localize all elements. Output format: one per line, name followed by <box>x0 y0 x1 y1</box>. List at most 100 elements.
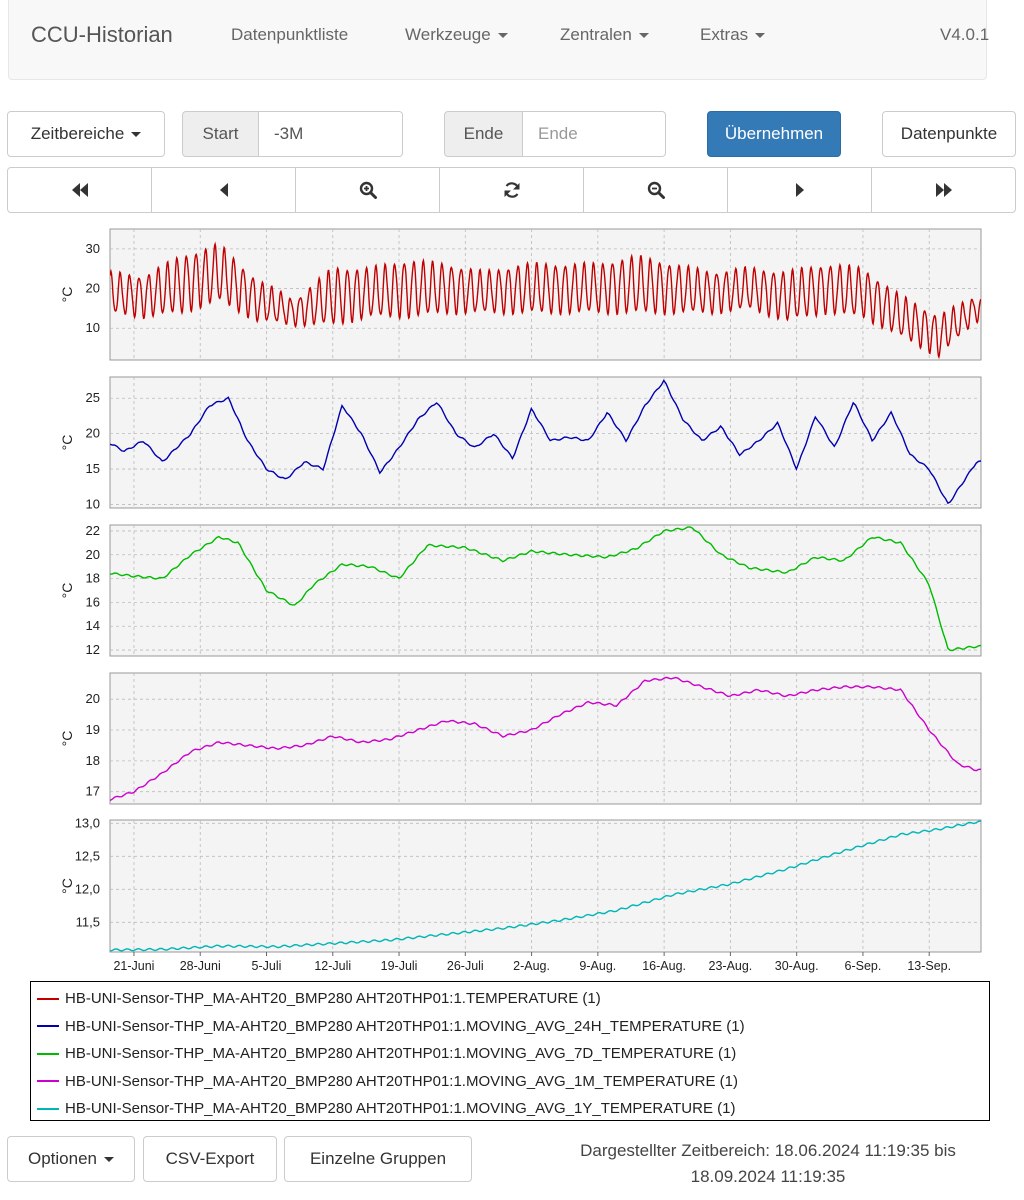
x-tick-label: 2-Aug. <box>513 959 550 973</box>
y-axis-label: °C <box>59 731 75 747</box>
chart-panel-4: 17 18 19 20 °C <box>59 672 982 805</box>
step-forward-icon <box>795 183 804 197</box>
einzelne-gruppen-button[interactable]: Einzelne Gruppen <box>284 1136 472 1182</box>
start-input[interactable]: -3M <box>259 111 403 157</box>
refresh-icon <box>504 182 519 198</box>
legend-entry[interactable]: HB-UNI-Sensor-THP_MA-AHT20_BMP280 AHT20T… <box>31 1068 989 1096</box>
x-tick-label: 5-Juli <box>252 959 282 973</box>
legend-entry[interactable]: HB-UNI-Sensor-THP_MA-AHT20_BMP280 AHT20T… <box>31 1040 989 1068</box>
ende-input[interactable]: Ende <box>523 111 666 157</box>
x-tick-label: 6-Sep. <box>845 959 882 973</box>
y-axis-label: °C <box>59 878 75 894</box>
legend-label: HB-UNI-Sensor-THP_MA-AHT20_BMP280 AHT20T… <box>65 1045 737 1063</box>
x-tick-label: 19-Juli <box>381 959 418 973</box>
legend-line-swatch <box>37 1052 59 1055</box>
chart-panel-5: 11,5 12,0 12,5 13,0 °C <box>59 815 982 953</box>
series-line <box>110 676 981 802</box>
plot-area <box>109 376 982 509</box>
y-tick-label: 14 <box>86 618 100 633</box>
caret-down-icon <box>497 33 508 39</box>
fast-backward-button[interactable] <box>7 167 152 213</box>
fast-forward-icon <box>935 183 952 197</box>
zoom-in-icon <box>359 181 377 199</box>
brand-link[interactable]: CCU-Historian <box>31 22 173 47</box>
y-tick-label: 16 <box>86 594 100 609</box>
x-tick-label: 12-Juli <box>314 959 351 973</box>
zeitbereiche-dropdown-button[interactable]: Zeitbereiche <box>7 111 165 157</box>
y-tick-label: 22 <box>86 523 100 538</box>
y-tick-label: 15 <box>86 461 100 476</box>
y-tick-label: 20 <box>86 281 100 296</box>
optionen-dropdown-button[interactable]: Optionen <box>7 1136 135 1182</box>
csv-export-button[interactable]: CSV-Export <box>143 1136 277 1182</box>
temperature-charts[interactable]: 10 20 30 °C 10 15 20 25 °C 12 14 16 18 20 22 °C 17 18 19 20… <box>0 0 1024 980</box>
ende-label: Ende <box>444 111 523 157</box>
nav-extras-dropdown[interactable]: Extras <box>700 25 766 45</box>
chart-panel-1: 10 20 30 °C <box>59 228 982 361</box>
y-tick-label: 20 <box>86 547 100 562</box>
legend-entry[interactable]: HB-UNI-Sensor-THP_MA-AHT20_BMP280 AHT20T… <box>31 1013 989 1041</box>
apply-button[interactable]: Übernehmen <box>707 111 841 157</box>
y-tick-label: 12,5 <box>75 848 100 863</box>
x-tick-label: 21-Juni <box>113 959 154 973</box>
series-line <box>110 241 981 360</box>
nav-zentralen-dropdown[interactable]: Zentralen <box>560 25 649 45</box>
series-line <box>110 526 981 652</box>
y-tick-label: 20 <box>86 426 100 441</box>
x-tick-label: 26-Juli <box>447 959 484 973</box>
x-tick-label: 9-Aug. <box>579 959 616 973</box>
legend-line-swatch <box>37 1107 59 1110</box>
y-tick-label: 18 <box>86 753 100 768</box>
x-tick-label: 23-Aug. <box>709 959 753 973</box>
y-tick-label: 10 <box>86 496 100 511</box>
version-label: V4.0.1 <box>940 25 990 44</box>
navbar: CCU-Historian Datenpunktliste Werkzeuge … <box>8 0 990 80</box>
chart-panel-3: 12 14 16 18 20 22 °C <box>59 523 982 657</box>
y-tick-label: 10 <box>86 320 100 335</box>
chart-legend: HB-UNI-Sensor-THP_MA-AHT20_BMP280 AHT20T… <box>30 981 990 1121</box>
y-tick-label: 17 <box>86 784 100 799</box>
fast-forward-button[interactable] <box>871 167 1016 213</box>
legend-line-swatch <box>37 997 59 1000</box>
legend-label: HB-UNI-Sensor-THP_MA-AHT20_BMP280 AHT20T… <box>65 1072 738 1090</box>
legend-label: HB-UNI-Sensor-THP_MA-AHT20_BMP280 AHT20T… <box>65 1100 736 1118</box>
step-backward-icon <box>219 183 228 197</box>
x-tick-label: 30-Aug. <box>775 959 819 973</box>
legend-entry[interactable]: HB-UNI-Sensor-THP_MA-AHT20_BMP280 AHT20T… <box>31 985 989 1013</box>
legend-entry[interactable]: HB-UNI-Sensor-THP_MA-AHT20_BMP280 AHT20T… <box>31 1095 989 1123</box>
y-tick-label: 13,0 <box>75 815 100 830</box>
time-range-status: Dargestellter Zeitbereich: 18.06.2024 11… <box>548 1138 988 1190</box>
plot-area <box>109 819 982 953</box>
zoom-out-icon <box>647 181 665 199</box>
caret-down-icon <box>755 33 766 39</box>
y-tick-label: 19 <box>86 722 100 737</box>
legend-line-swatch <box>37 1080 59 1083</box>
x-tick-label: 13-Sep. <box>907 959 951 973</box>
y-tick-label: 11,5 <box>76 914 100 929</box>
ende-input-group: Ende Ende <box>444 111 666 157</box>
series-line <box>110 379 981 505</box>
plot-area <box>109 672 982 805</box>
legend-line-swatch <box>37 1025 59 1028</box>
y-tick-label: 25 <box>86 390 100 405</box>
step-forward-button[interactable] <box>727 167 872 213</box>
step-backward-button[interactable] <box>151 167 296 213</box>
x-tick-label: 16-Aug. <box>642 959 686 973</box>
y-tick-label: 18 <box>86 571 100 586</box>
plot-area <box>109 524 982 657</box>
nav-werkzeuge-dropdown[interactable]: Werkzeuge <box>405 25 508 45</box>
status-line-1: Dargestellter Zeitbereich: 18.06.2024 11… <box>580 1141 956 1160</box>
zoom-out-button[interactable] <box>583 167 728 213</box>
zoom-in-button[interactable] <box>295 167 440 213</box>
chart-panel-2: 10 15 20 25 °C <box>59 376 982 511</box>
y-tick-label: 12,0 <box>75 881 100 896</box>
y-tick-label: 12 <box>86 642 100 657</box>
nav-datenpunktliste[interactable]: Datenpunktliste <box>231 25 349 44</box>
y-axis-label: °C <box>59 583 75 599</box>
refresh-button[interactable] <box>439 167 584 213</box>
legend-label: HB-UNI-Sensor-THP_MA-AHT20_BMP280 AHT20T… <box>65 990 601 1008</box>
start-label: Start <box>182 111 259 157</box>
series-line <box>110 820 981 952</box>
datenpunkte-button[interactable]: Datenpunkte <box>882 111 1016 157</box>
x-tick-label: 28-Juni <box>180 959 221 973</box>
